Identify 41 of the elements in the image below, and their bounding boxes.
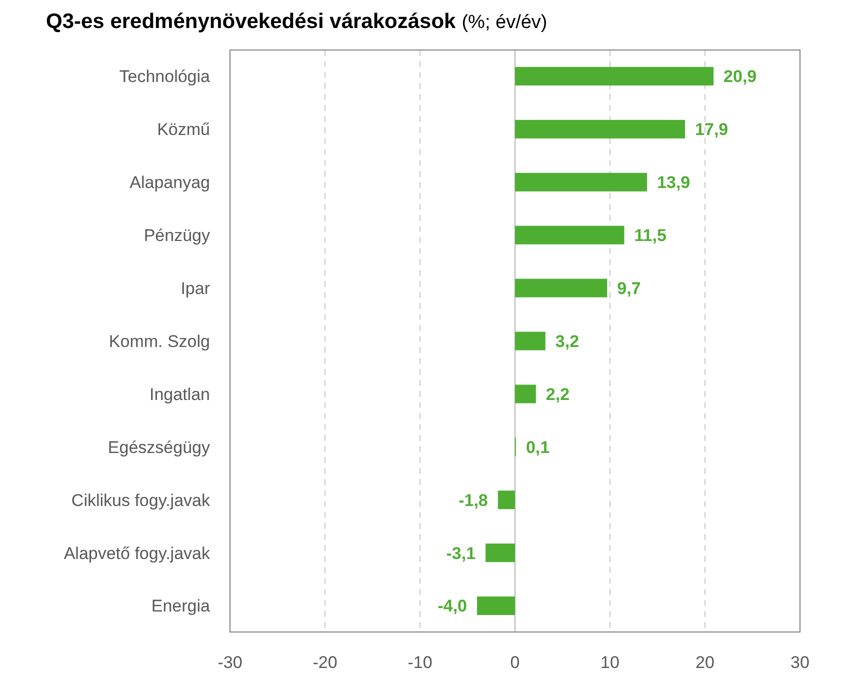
x-tick-label: 0: [510, 653, 520, 672]
data-label: -3,1: [446, 544, 476, 563]
bar: [486, 544, 515, 562]
y-tick-label: Egészségügy: [108, 438, 210, 457]
data-label: 11,5: [634, 226, 666, 246]
y-tick-label: Pénzügy: [144, 226, 210, 246]
data-label: 20,9: [724, 67, 757, 86]
x-tick-label: 20: [696, 653, 714, 672]
data-label: 9,7: [617, 278, 641, 298]
y-tick-label: Ipar: [180, 278, 210, 298]
x-tick-label: -10: [408, 653, 432, 672]
bar: [515, 120, 686, 138]
y-tick-label: Alapanyag: [130, 173, 210, 192]
x-tick-label: -20: [312, 653, 338, 672]
y-tick-label: Közmű: [157, 120, 210, 140]
y-tick-label: Ingatlan: [150, 384, 210, 404]
data-label: -1,8: [458, 490, 488, 510]
chart-title: Q3-es eredménynövekedési várakozások: [46, 10, 456, 33]
x-tick-label: 10: [600, 653, 620, 672]
y-tick-label: Energia: [151, 596, 211, 616]
chart-subtitle: (%; év/év): [462, 12, 548, 33]
bar: [477, 596, 515, 616]
y-tick-label: Alapvető fogy.javak: [64, 544, 210, 563]
data-label: 17,9: [695, 120, 728, 140]
x-tick-label: -30: [218, 653, 242, 672]
bar: [515, 278, 608, 298]
data-label: 3,2: [555, 332, 580, 351]
y-tick-label: Komm. Szolg: [108, 332, 210, 351]
bar: [515, 226, 624, 244]
data-label: 13,9: [657, 173, 690, 192]
data-label: 2,2: [546, 384, 570, 404]
data-label: -4,0: [438, 596, 467, 616]
bar: [515, 332, 546, 350]
bar: [515, 384, 536, 404]
bar: [515, 66, 714, 86]
y-tick-label: Ciklikus fogy.javak: [71, 490, 210, 510]
x-tick-label: 30: [790, 653, 810, 672]
data-label: 0,1: [526, 438, 550, 457]
y-tick-label: Technológia: [119, 67, 211, 86]
bar: [515, 172, 648, 192]
bar: [498, 490, 515, 510]
